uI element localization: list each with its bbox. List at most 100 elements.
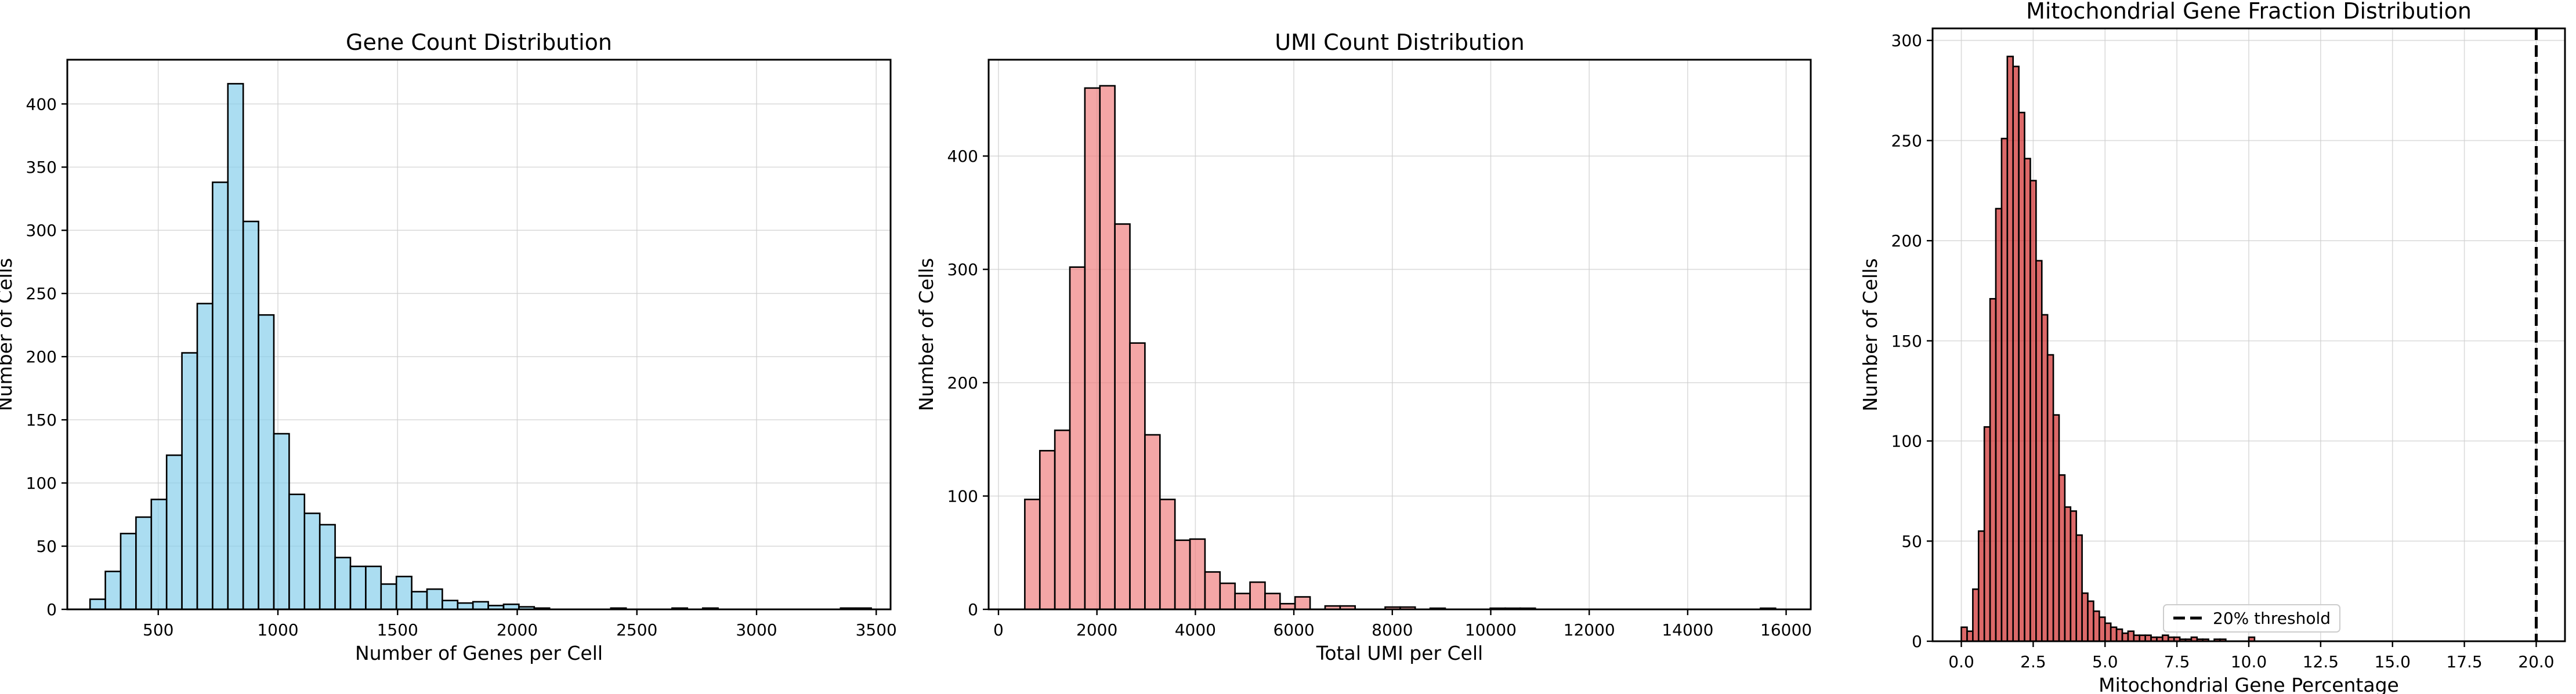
y-tick-label: 0 xyxy=(1912,632,1922,651)
histogram-bar xyxy=(1234,593,1251,611)
histogram-bar xyxy=(334,557,352,611)
histogram-bar xyxy=(1099,85,1116,611)
x-tick-label: 12000 xyxy=(1564,620,1615,640)
histogram-bars xyxy=(1960,56,2256,642)
histogram-bar xyxy=(2064,506,2072,642)
x-tick-label: 8000 xyxy=(1372,620,1413,640)
x-tick-label: 3000 xyxy=(736,620,777,640)
y-tick-label: 0 xyxy=(968,600,978,619)
histogram-bar xyxy=(181,352,198,611)
chart-title: UMI Count Distribution xyxy=(1275,30,1525,55)
histogram-bar xyxy=(1972,588,1980,642)
histogram-bar xyxy=(2144,634,2152,642)
histogram-bar xyxy=(258,314,275,611)
x-axis-label: Total UMI per Cell xyxy=(1316,642,1483,664)
histogram-bar xyxy=(1084,87,1101,611)
histogram-bar xyxy=(2029,180,2037,642)
histogram-bar xyxy=(2040,314,2049,642)
histogram-bar xyxy=(2127,630,2135,642)
chart-panel-3: 0.0 2.5 5.0 7.5 10.0 12.5 15.0 17.5 20.0 0 50 100 15… xyxy=(1859,0,2566,694)
histogram-bar xyxy=(2070,510,2078,642)
histogram-bar xyxy=(2104,622,2112,642)
histogram-bar xyxy=(2099,616,2106,642)
histogram-bar xyxy=(2093,610,2100,642)
histogram-bar xyxy=(349,565,367,611)
x-tick-label: 2000 xyxy=(1076,620,1117,640)
histogram-bar xyxy=(196,303,214,611)
legend: 20% threshold xyxy=(2163,604,2340,633)
histogram-bar xyxy=(442,599,459,611)
y-tick-label: 300 xyxy=(1891,31,1922,50)
histogram-bar xyxy=(319,524,336,611)
y-tick-label: 0 xyxy=(46,600,57,619)
histogram-bar xyxy=(227,83,244,611)
y-tick-label: 50 xyxy=(36,537,57,556)
x-axis-label: Number of Genes per Cell xyxy=(355,642,603,664)
y-axis-label: Number of Cells xyxy=(0,258,16,411)
histogram-bar xyxy=(1159,499,1176,611)
y-axis-label: Number of Cells xyxy=(915,258,938,411)
x-tick-label: 10.0 xyxy=(2231,652,2267,671)
histogram-bar xyxy=(135,516,153,611)
histogram-bar xyxy=(1144,434,1161,611)
y-tick-label: 150 xyxy=(26,410,57,430)
y-tick-label: 100 xyxy=(26,474,57,493)
histogram-bar xyxy=(2058,474,2066,642)
histogram-bar xyxy=(365,565,382,611)
x-tick-label: 10000 xyxy=(1465,620,1517,640)
histogram-bar xyxy=(2052,414,2060,642)
y-tick-label: 100 xyxy=(1891,432,1922,451)
histogram-bar xyxy=(1054,429,1071,611)
histogram-bar xyxy=(2018,111,2025,642)
histogram-bar xyxy=(2115,628,2123,642)
x-tick-label: 1000 xyxy=(257,620,298,640)
histogram-bar xyxy=(457,602,474,611)
y-tick-label: 350 xyxy=(26,158,57,177)
x-tick-label: 6000 xyxy=(1273,620,1314,640)
x-tick-label: 500 xyxy=(143,620,173,640)
x-tick-label: 17.5 xyxy=(2446,652,2482,671)
axes-frame xyxy=(66,59,892,611)
histogram-bar xyxy=(150,499,168,611)
histogram-bar xyxy=(2121,632,2129,642)
x-tick-label: 0 xyxy=(993,620,1004,640)
chart-panel-1: 500 1000 1500 2000 2500 3000 3500 0 50 100 150 200 2… xyxy=(0,30,897,664)
histogram-bar xyxy=(1294,596,1311,611)
x-tick-label: 15.0 xyxy=(2375,652,2411,671)
histogram-bar xyxy=(1989,298,1997,642)
histogram-bar xyxy=(2139,634,2146,642)
x-tick-label: 4000 xyxy=(1175,620,1216,640)
x-tick-label: 5.0 xyxy=(2092,652,2118,671)
x-tick-label: 14000 xyxy=(1662,620,1713,640)
x-tick-label: 1500 xyxy=(377,620,418,640)
y-tick-label: 250 xyxy=(1891,131,1922,150)
histogram-bars xyxy=(1024,85,1777,611)
histogram-bar xyxy=(1977,530,1985,642)
histogram-bar xyxy=(411,591,428,611)
histogram-bar xyxy=(1264,593,1281,611)
histogram-bar xyxy=(2133,634,2141,642)
histogram-bar xyxy=(2046,354,2054,642)
chart-title: Gene Count Distribution xyxy=(346,30,612,55)
chart-title: Mitochondrial Gene Fraction Distribution xyxy=(2026,0,2472,24)
histogram-bar xyxy=(1189,538,1206,611)
histogram-bar xyxy=(89,598,106,611)
histogram-bar xyxy=(2006,56,2014,642)
axes-frame xyxy=(987,59,1812,611)
y-tick-label: 50 xyxy=(1901,532,1922,551)
y-tick-label: 200 xyxy=(1891,231,1922,250)
x-tick-label: 3500 xyxy=(856,620,897,640)
histogram-bar xyxy=(2162,634,2169,642)
histogram-bar xyxy=(2024,158,2031,642)
legend-label: 20% threshold xyxy=(2213,609,2331,628)
histogram-bar xyxy=(242,220,259,611)
histogram-bar xyxy=(288,493,306,611)
x-tick-label: 0.0 xyxy=(1948,652,1974,671)
x-tick-label: 16000 xyxy=(1760,620,1812,640)
x-tick-label: 2500 xyxy=(616,620,657,640)
y-tick-label: 150 xyxy=(1891,332,1922,351)
histogram-bar xyxy=(104,571,122,611)
histogram-bar xyxy=(1039,450,1056,611)
histogram-bar xyxy=(1966,630,1974,642)
